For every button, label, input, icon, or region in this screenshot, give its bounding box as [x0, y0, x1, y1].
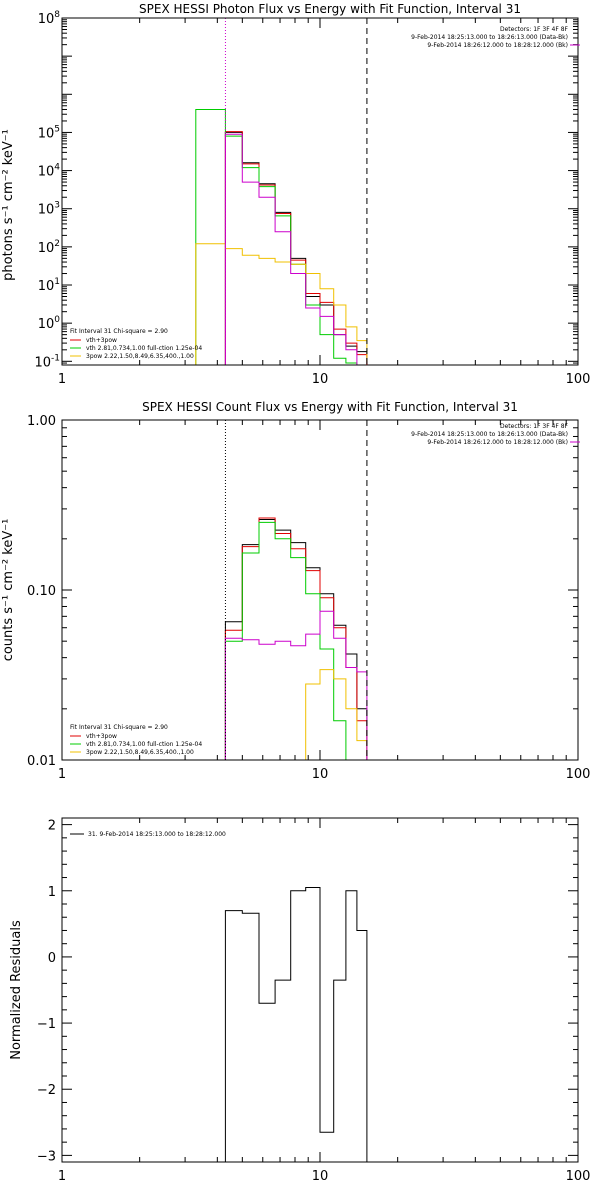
legend-fit-text-1: vth 2.81,0.734,1.00 full-ction 1.25e-04 [86, 741, 202, 748]
x-tick-label: 100 [566, 1169, 591, 1184]
photon-flux-panel: SPEX HESSI Photon Flux vs Energy with Fi… [1, 2, 590, 387]
series-vth-3pow-line [224, 131, 368, 365]
x-tick-label: 1 [58, 372, 66, 387]
y-tick-label: 0 [48, 951, 56, 966]
x-tick-label: 10 [312, 372, 329, 387]
count-flux-panel: SPEX HESSI Count Flux vs Energy with Fit… [1, 400, 590, 782]
legend-detectors-text: Detectors: 1F 3F 4F 8F [500, 26, 569, 33]
count-flux-plot-area: 1 10 100 0.01 0.10 1.00 [27, 414, 590, 782]
legend-fit-text-0: vth+3pow [86, 337, 117, 344]
residuals-plot-area: 1 10 100 −3 −2 −1 0 1 2 [37, 817, 591, 1184]
series-31-line [224, 887, 368, 1162]
photon-flux-title: SPEX HESSI Photon Flux vs Energy with Fi… [139, 2, 521, 16]
legend-bk-text: 9-Feb-2014 18:26:12.000 to 18:28:12.000 … [427, 439, 568, 446]
x-tick-label: 10 [312, 767, 329, 782]
series-vth-line [195, 109, 358, 365]
residuals-panel: Normalized Residuals 1 10 100 −3 −2 −1 0 1 2 31.… [9, 817, 591, 1184]
x-tick-label: 100 [566, 372, 591, 387]
photon-flux-plot-area: 1 10 100 10-1 100 101 102 103 104 105 108 [34, 10, 590, 387]
y-tick-label: 10-1 [34, 353, 60, 370]
y-tick-label: 0.10 [27, 584, 56, 599]
series-vth-line [224, 521, 357, 761]
y-tick-label: 1.00 [27, 414, 56, 429]
count-flux-y-axis-label: counts s⁻¹ cm⁻² keV⁻¹ [1, 519, 16, 662]
series-3pow-line [290, 669, 368, 761]
legend-data-bk-text: 9-Feb-2014 18:25:13.000 to 18:26:13.000 … [411, 34, 568, 41]
y-tick-label: 104 [38, 163, 61, 180]
legend-fit-text-2: 3pow 2.22,1.50,8.49,6.35,400.,1.00 [86, 749, 194, 756]
x-tick-label: 1 [58, 1169, 66, 1184]
legend-fit-text-1: vth 2.81,0.734,1.00 full-ction 1.25e-04 [86, 345, 202, 352]
y-tick-label: 101 [38, 277, 60, 294]
series-bk-line [224, 133, 358, 365]
y-tick-label: 2 [48, 819, 56, 834]
y-tick-label: 0.01 [27, 754, 56, 769]
residuals-legend-text: 31. 9-Feb-2014 18:25:13.000 to 18:28:12.… [88, 831, 226, 838]
y-tick-label: 1 [48, 885, 56, 900]
y-tick-label: 100 [38, 315, 61, 332]
residuals-legend: 31. 9-Feb-2014 18:25:13.000 to 18:28:12.… [70, 831, 226, 838]
legend-data-bk-text: 9-Feb-2014 18:25:13.000 to 18:26:13.000 … [411, 431, 568, 438]
legend-fit-text-0: vth+3pow [86, 733, 117, 740]
residuals-y-axis-label: Normalized Residuals [9, 920, 24, 1060]
y-tick-label: 105 [38, 124, 60, 141]
y-tick-label: −3 [37, 1149, 56, 1164]
legend-fit-text-2: 3pow 2.22,1.50,8.49,6.35,400.,1.00 [86, 353, 194, 360]
count-flux-title: SPEX HESSI Count Flux vs Energy with Fit… [142, 400, 518, 414]
photon-flux-legend-fit: Fit Interval 31 Chi-square = 2.90 vth+3p… [70, 328, 202, 360]
photon-flux-legend-detectors: Detectors: 1F 3F 4F 8F 9-Feb-2014 18:25:… [411, 26, 580, 49]
x-tick-label: 1 [58, 767, 66, 782]
legend-bk-text: 9-Feb-2014 18:26:12.000 to 18:28:12.000 … [427, 42, 568, 49]
legend-detectors-text: Detectors: 1F 3F 4F 8F [500, 423, 569, 430]
y-tick-label: 102 [38, 239, 60, 256]
y-tick-label: −2 [37, 1083, 56, 1098]
count-flux-legend-detectors: Detectors: 1F 3F 4F 8F 9-Feb-2014 18:25:… [411, 423, 580, 446]
y-tick-label: −1 [37, 1017, 56, 1032]
legend-fit-title: Fit Interval 31 Chi-square = 2.90 [70, 724, 168, 731]
x-tick-label: 100 [566, 767, 591, 782]
series-bk-line [224, 610, 368, 760]
x-tick-label: 10 [312, 1169, 329, 1184]
y-tick-label: 108 [38, 10, 61, 27]
y-tick-label: 103 [38, 201, 60, 218]
legend-fit-title: Fit Interval 31 Chi-square = 2.90 [70, 328, 168, 335]
count-flux-legend-fit: Fit Interval 31 Chi-square = 2.90 vth+3p… [70, 724, 202, 756]
series-3pow-line [195, 243, 368, 365]
photon-flux-y-axis-label: photons s⁻¹ cm⁻² keV⁻¹ [1, 129, 16, 281]
